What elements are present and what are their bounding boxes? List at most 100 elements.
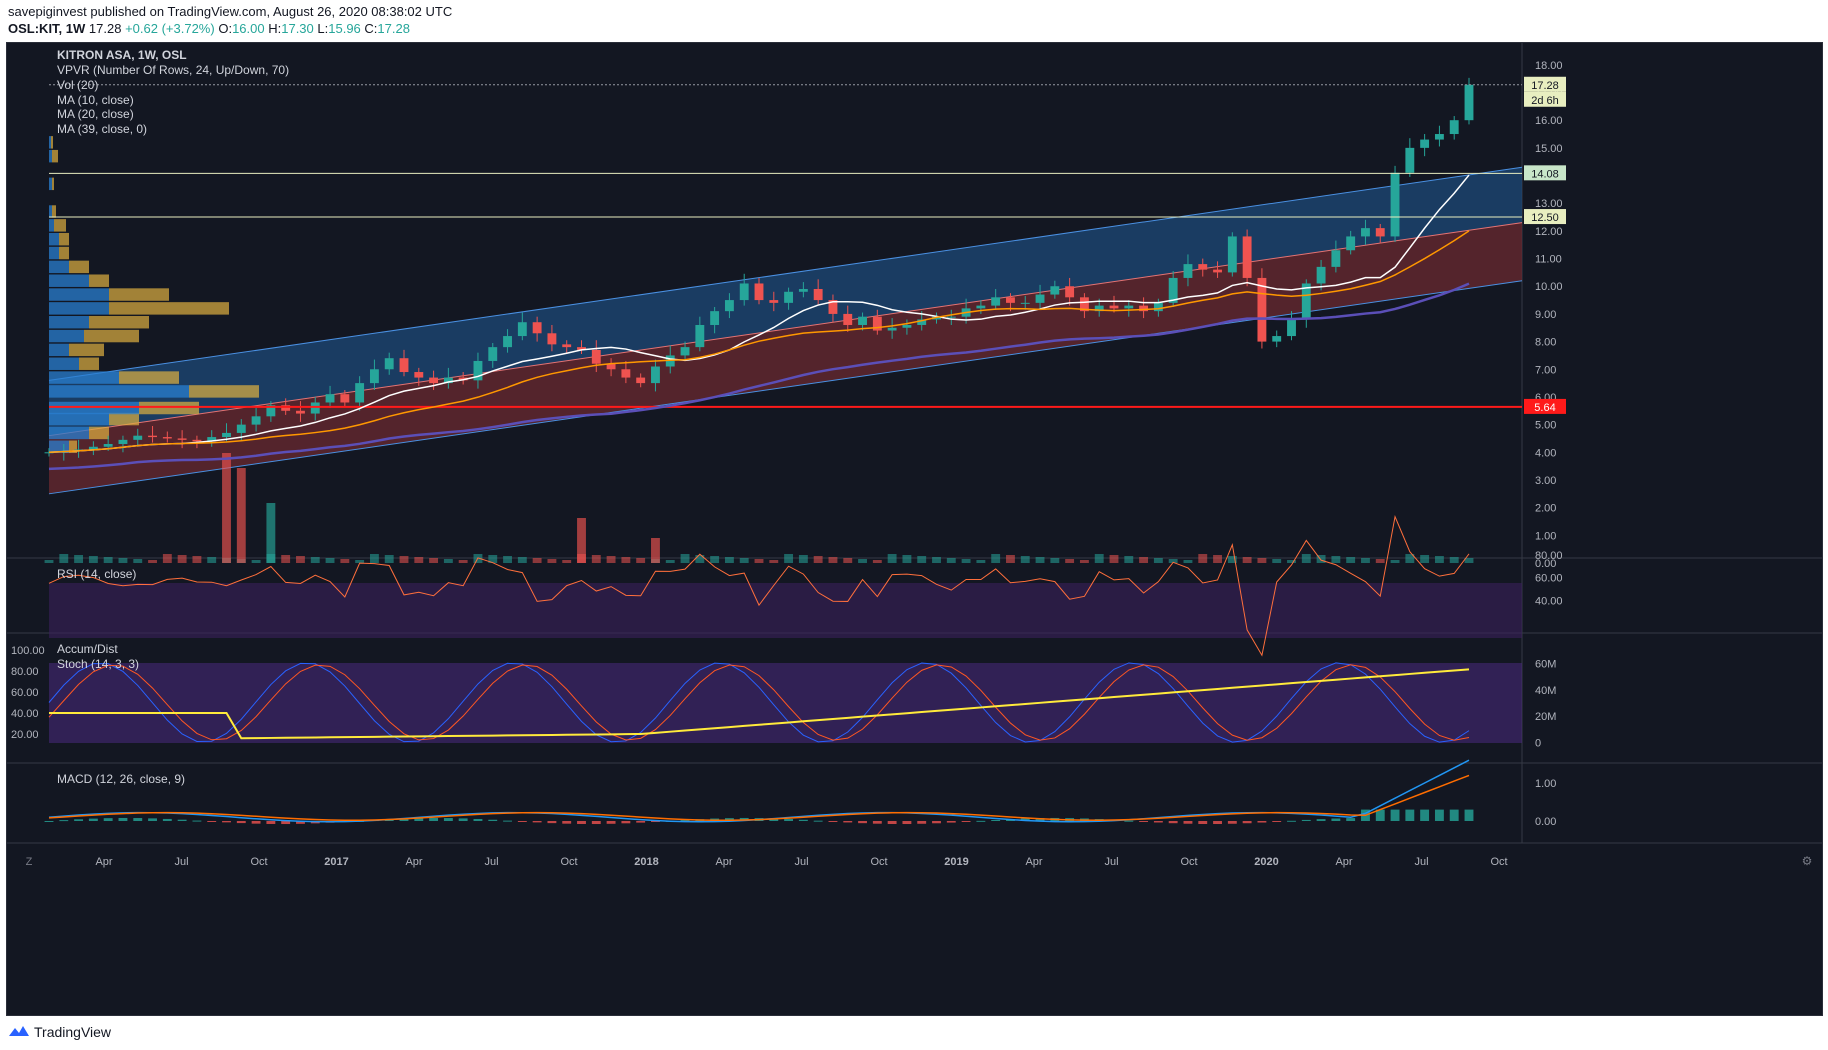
price-tick-label: 2.00 — [1535, 503, 1556, 515]
candle-body — [680, 347, 690, 356]
macd-histogram-bar — [991, 819, 1001, 821]
chart-canvas[interactable]: 0.001.002.003.004.005.006.007.008.009.00… — [7, 43, 1822, 1015]
price-tick-label: 4.00 — [1535, 447, 1556, 459]
volume-bar — [1168, 559, 1178, 563]
macd-histogram-bar — [784, 819, 794, 821]
macd-histogram-bar — [1139, 821, 1149, 822]
macd-histogram-bar — [1301, 819, 1311, 821]
candle-body — [1183, 264, 1193, 278]
candle-body — [1242, 236, 1252, 278]
candle-body — [133, 435, 143, 440]
macd-histogram-bar — [281, 821, 291, 825]
candle-body — [503, 336, 512, 348]
macd-histogram-bar — [680, 820, 690, 822]
high-value: 17.30 — [281, 21, 314, 36]
red-level-tag-bg — [1524, 398, 1566, 414]
macd-histogram-bar — [1183, 821, 1193, 824]
candle-body — [399, 358, 409, 373]
vpvr-down-bar — [54, 219, 66, 232]
candle-body — [1405, 147, 1415, 173]
macd-histogram-bar — [858, 821, 867, 824]
volume-bar — [162, 554, 172, 563]
price-tick-label: 7.00 — [1535, 364, 1556, 376]
macd-histogram-bar — [1331, 818, 1341, 821]
legend-stoch: Stoch (14, 3, 3) — [57, 657, 139, 671]
volume-bar — [1464, 558, 1474, 563]
time-tick-label: Oct — [1490, 856, 1507, 868]
macd-histogram-bar — [872, 821, 882, 824]
macd-histogram-bar — [414, 818, 424, 821]
volume-bar — [754, 559, 764, 563]
time-tick-label: Jul — [484, 856, 498, 868]
macd-histogram-bar — [488, 819, 498, 821]
vpvr-up-bar — [49, 412, 109, 426]
candle-body — [1257, 277, 1267, 342]
candle-body — [207, 437, 217, 442]
volume-bar — [724, 557, 734, 563]
stoch-tick-label: 40.00 — [11, 708, 39, 720]
accum-tick-label: 0 — [1535, 737, 1541, 749]
candle-body — [369, 369, 379, 384]
candle-body — [177, 438, 187, 440]
volume-bar — [1420, 555, 1430, 563]
candle-body — [1168, 277, 1178, 303]
volume-spike-bar — [222, 453, 231, 563]
vpvr-up-bar — [49, 205, 52, 218]
channel-lower-zone — [49, 222, 1522, 494]
candle-body — [1375, 228, 1385, 237]
vpvr-up-bar — [49, 357, 79, 370]
candle-body — [946, 316, 956, 318]
price-tick-label: 0.00 — [1535, 558, 1556, 570]
candle-body — [473, 360, 483, 381]
volume-bar — [902, 555, 912, 563]
candle-body — [281, 405, 291, 411]
candle-body — [148, 435, 157, 438]
stoch-k-line — [48, 662, 1470, 743]
volume-bar — [532, 558, 542, 563]
legend-title: KITRON ASA, 1W, OSL — [57, 48, 187, 62]
candle-body — [443, 377, 453, 384]
candle-body — [813, 289, 823, 301]
volume-bar — [1257, 558, 1267, 563]
macd-histogram-bar — [443, 818, 453, 821]
legend-macd: MACD (12, 26, close, 9) — [57, 772, 185, 786]
macd-histogram-bar — [798, 819, 808, 821]
volume-bar — [547, 559, 557, 563]
support-tag: 12.50 — [1531, 212, 1559, 224]
volume-spike-bar — [236, 468, 246, 563]
macd-histogram-bar — [473, 818, 483, 821]
time-tick-label: Oct — [560, 856, 577, 868]
macd-histogram-bar — [162, 818, 172, 821]
time-tick-label: Apr — [715, 856, 732, 868]
ma20-line — [48, 230, 1470, 454]
chart-background — [7, 43, 1822, 1015]
macd-histogram-bar — [133, 818, 143, 821]
candle-body — [917, 319, 927, 325]
vpvr-down-bar — [109, 288, 169, 301]
close-value: 17.28 — [377, 21, 410, 36]
symbol-label: OSL:KIT, 1W — [8, 21, 86, 36]
volume-bar — [1227, 556, 1237, 563]
price-tick-label: 5.00 — [1535, 420, 1556, 432]
vpvr-down-bar — [59, 246, 69, 260]
vpvr-down-bar — [189, 385, 259, 398]
candle-body — [1346, 236, 1356, 251]
time-tick-label: Apr — [1025, 856, 1042, 868]
candle-body — [872, 316, 882, 331]
volume-bar — [74, 555, 84, 563]
macd-histogram-bar — [148, 818, 157, 821]
settings-icon[interactable]: ⚙ — [1802, 854, 1813, 868]
vpvr-down-bar — [109, 302, 229, 315]
volume-spike-bar — [266, 503, 276, 563]
volume-bar — [148, 560, 157, 563]
rsi-tick-label: 40.00 — [1535, 595, 1563, 607]
chart-frame[interactable]: 0.00 1.00 2.00 3.00 4.00 5.00 6.00 7.00 8.00 9.00… — [6, 42, 1823, 1016]
macd-histogram-bar — [1257, 821, 1267, 823]
z-button[interactable]: Z — [26, 856, 33, 868]
macd-histogram-bar — [606, 821, 616, 824]
last-price: 17.28 — [88, 21, 122, 36]
candle-body — [606, 363, 616, 370]
volume-bar — [1346, 557, 1356, 563]
volume-bar — [591, 555, 601, 563]
legend-accum: Accum/Dist — [57, 642, 118, 656]
